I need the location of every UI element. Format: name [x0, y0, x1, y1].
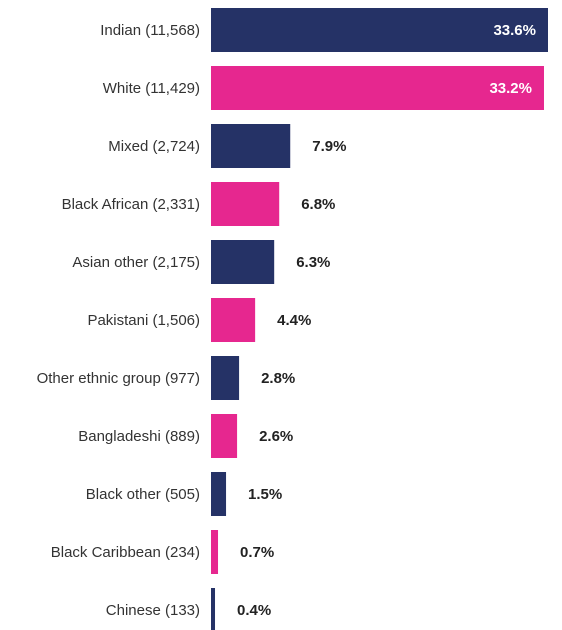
bar	[211, 298, 256, 342]
category-label: Other ethnic group (977)	[37, 370, 200, 387]
bar	[211, 530, 219, 574]
bar	[211, 356, 240, 400]
category-label: Bangladeshi (889)	[78, 428, 200, 445]
category-label: White (11,429)	[103, 80, 200, 97]
value-label: 33.2%	[489, 80, 532, 97]
value-label: 4.4%	[277, 312, 311, 329]
value-label: 0.7%	[240, 544, 274, 561]
value-label: 7.9%	[312, 138, 346, 155]
category-label: Black other (505)	[86, 486, 200, 503]
bar	[211, 124, 291, 168]
category-label: Black African (2,331)	[62, 196, 200, 213]
category-label: Black Caribbean (234)	[51, 544, 200, 561]
category-label: Indian (11,568)	[100, 22, 200, 39]
bar	[211, 240, 275, 284]
category-label: Chinese (133)	[106, 602, 200, 619]
bar	[211, 8, 548, 52]
value-label: 1.5%	[248, 486, 282, 503]
value-label: 2.8%	[261, 370, 295, 387]
bar	[211, 588, 216, 630]
value-label: 33.6%	[493, 22, 536, 39]
bars-group: Indian (11,568) 33.6% White (11,429) 33.2% M…	[37, 8, 548, 630]
value-label: 0.4%	[237, 602, 271, 619]
bar	[211, 66, 544, 110]
value-label: 6.8%	[301, 196, 335, 213]
category-label: Pakistani (1,506)	[87, 312, 200, 329]
category-label: Mixed (2,724)	[108, 138, 200, 155]
category-label: Asian other (2,175)	[72, 254, 200, 271]
bar	[211, 472, 227, 516]
value-label: 6.3%	[296, 254, 330, 271]
value-label: 2.6%	[259, 428, 293, 445]
bar	[211, 414, 238, 458]
bar	[211, 182, 280, 226]
